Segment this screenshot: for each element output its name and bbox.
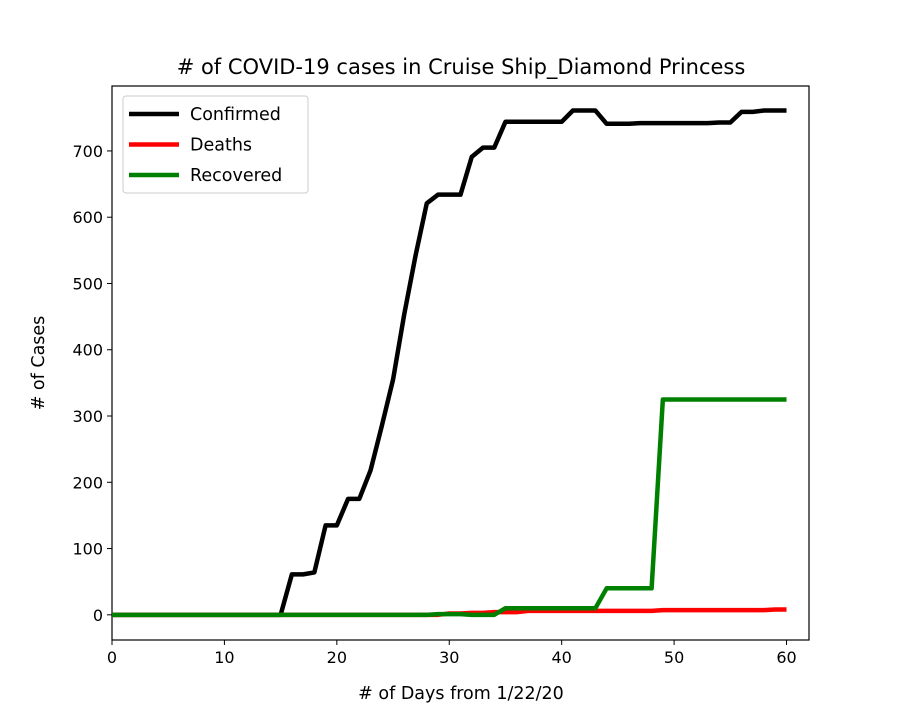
x-tick-label: 10 [214, 648, 234, 667]
x-axis-label: # of Days from 1/22/20 [358, 684, 564, 704]
y-axis: 0 100 200 300 400 500 600 700 [72, 142, 112, 625]
y-tick-label: 500 [72, 274, 103, 293]
series-lines [112, 108, 787, 618]
x-tick-label: 60 [776, 648, 796, 667]
y-tick-label: 200 [72, 473, 103, 492]
legend-label-recovered: Recovered [190, 166, 282, 186]
chart-title: # of COVID-19 cases in Cruise Ship_Diamo… [177, 55, 746, 80]
x-axis: 0 10 20 30 40 50 60 [107, 640, 797, 667]
y-tick-label: 600 [72, 208, 103, 227]
y-tick-label: 700 [72, 142, 103, 161]
legend-label-confirmed: Confirmed [190, 105, 281, 125]
legend: Confirmed Deaths Recovered [122, 95, 309, 194]
legend-label-deaths: Deaths [190, 136, 252, 156]
y-tick-label: 400 [72, 341, 103, 360]
x-tick-label: 40 [551, 648, 571, 667]
series-line-recovered [112, 397, 787, 618]
x-tick-label: 20 [327, 648, 347, 667]
x-tick-label: 0 [107, 648, 117, 667]
x-tick-label: 50 [664, 648, 684, 667]
y-tick-label: 300 [72, 407, 103, 426]
y-tick-label: 0 [93, 606, 103, 625]
x-tick-label: 30 [439, 648, 459, 667]
y-axis-label: # of Cases [29, 316, 49, 411]
legend-box [122, 95, 309, 194]
y-tick-label: 100 [72, 540, 103, 559]
